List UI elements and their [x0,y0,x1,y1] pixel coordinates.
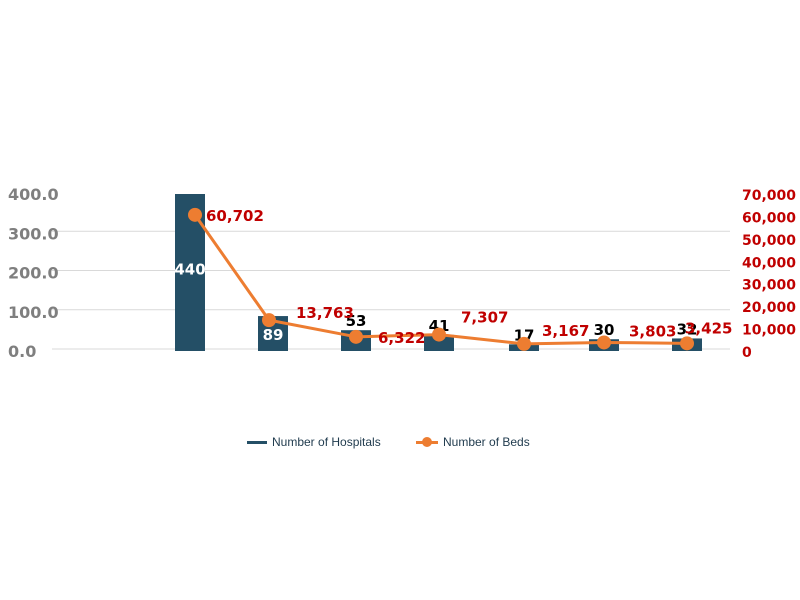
beds-point-label: 3,803 [629,322,676,340]
left-axis-tick-label: 300.0 [8,224,59,243]
beds-point-label: 13,763 [296,304,354,322]
right-axis-ticks: 70,000 60,000 50,000 40,000 30,000 20,000 10,0… [742,188,796,361]
right-axis-tick-label: 20,000 [742,300,796,316]
legend-item-beds: Number of Beds [416,432,530,452]
beds-point [680,336,694,351]
beds-point-label: 7,307 [461,309,508,327]
beds-point [262,313,276,328]
legend-bar-swatch [247,440,267,444]
beds-point-label: 3,167 [542,322,589,340]
right-axis-tick-label: 70,000 [742,188,796,204]
hospital-bar-label: 89 [263,326,284,344]
legend-line-marker [422,436,432,447]
left-axis-tick-label: 0.0 [8,342,36,361]
right-axis-tick-label: 40,000 [742,255,796,271]
beds-point-label: 6,322 [378,329,425,347]
left-axis-tick-label: 400.0 [8,185,59,204]
hospital-bar [424,334,454,351]
beds-point-label: 60,702 [206,207,264,225]
hospital-bar-label: 53 [346,312,367,330]
legend: Number of Hospitals Number of Beds [0,432,800,452]
hospital-bar-label: 32 [677,320,698,338]
beds-line-layer [188,207,694,351]
beds-point [597,335,611,350]
beds-line-labels: 60,702 13,763 6,322 7,307 3,167 3,803 3,425 [206,207,732,347]
right-axis-tick-label: 50,000 [742,233,796,249]
legend-item-hospitals: Number of Hospitals [247,432,381,452]
hospital-bar-label: 30 [594,321,615,339]
left-axis-tick-label: 200.0 [8,264,59,283]
legend-label-beds: Number of Beds [443,435,530,449]
beds-point [517,336,531,351]
beds-point [349,329,363,344]
right-axis-tick-label: 10,000 [742,323,796,339]
right-axis-tick-label: 0 [742,345,752,361]
beds-point [432,327,446,342]
legend-label-hospitals: Number of Hospitals [272,435,381,449]
beds-point [188,207,202,222]
left-axis-tick-label: 100.0 [8,303,59,322]
right-axis-tick-label: 60,000 [742,210,796,226]
beds-point-label: 3,425 [685,319,732,337]
right-axis-tick-label: 30,000 [742,278,796,294]
legend-line-swatch [416,436,438,447]
hospital-bar-label: 440 [174,260,205,278]
left-axis-ticks: 400.0 300.0 200.0 100.0 0.0 [8,185,59,361]
